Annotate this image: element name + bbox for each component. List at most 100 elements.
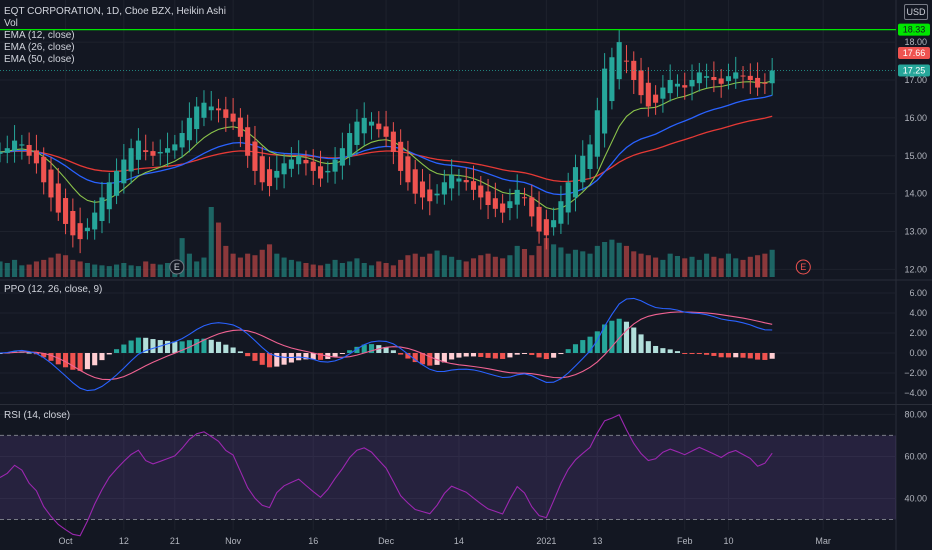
price-tick-label: 14.00 bbox=[904, 189, 927, 199]
volume-bar bbox=[143, 261, 149, 277]
candle bbox=[172, 144, 178, 151]
candle bbox=[667, 79, 673, 94]
ppo-tick-label: −2.00 bbox=[904, 368, 927, 378]
ppo-histogram-bar bbox=[252, 353, 258, 361]
volume-bar bbox=[317, 265, 324, 277]
ppo-histogram-bar bbox=[645, 341, 651, 353]
volume-bar bbox=[347, 261, 353, 277]
volume-bar bbox=[755, 255, 761, 277]
volume-bar bbox=[427, 253, 433, 277]
volume-bar bbox=[580, 251, 586, 277]
candle bbox=[704, 76, 710, 78]
candle bbox=[237, 117, 243, 137]
ppo-histogram-bar bbox=[580, 340, 586, 353]
ppo-histogram-bar bbox=[215, 341, 222, 353]
volume-bar bbox=[157, 264, 163, 277]
candle bbox=[572, 167, 579, 198]
ppo-histogram-bar bbox=[390, 350, 396, 353]
volume-bar bbox=[296, 261, 302, 277]
time-tick-label: 14 bbox=[454, 536, 464, 546]
candle bbox=[419, 181, 426, 198]
volume-bar bbox=[747, 256, 753, 277]
ppo-histogram-bar bbox=[150, 339, 156, 353]
volume-bar bbox=[740, 259, 746, 277]
candle bbox=[762, 82, 768, 84]
ppo-histogram-bar bbox=[463, 353, 469, 357]
candle bbox=[84, 227, 90, 232]
candle bbox=[478, 185, 484, 198]
price-badge-label: 17.25 bbox=[903, 66, 926, 76]
volume-bar bbox=[529, 255, 535, 277]
volume-bar bbox=[194, 261, 200, 277]
volume-bar bbox=[368, 265, 375, 277]
time-tick-label: Dec bbox=[378, 536, 395, 546]
candle bbox=[48, 169, 54, 198]
candle bbox=[317, 166, 324, 179]
price-tick-label: 16.00 bbox=[904, 113, 927, 123]
volume-bar bbox=[339, 263, 345, 277]
candle bbox=[470, 181, 477, 190]
volume-bar bbox=[77, 261, 83, 277]
ppo-histogram-bar bbox=[769, 353, 775, 359]
ppo-histogram-bar bbox=[84, 353, 90, 370]
rsi-tick-label: 40.00 bbox=[904, 493, 927, 503]
ppo-histogram-bar bbox=[740, 353, 746, 358]
currency-button[interactable]: USD bbox=[904, 4, 928, 20]
ppo-histogram-bar bbox=[99, 353, 105, 361]
ppo-histogram-bar bbox=[398, 353, 404, 355]
ppo-histogram-bar bbox=[339, 353, 345, 354]
candle bbox=[623, 60, 630, 62]
ppo-histogram-bar bbox=[92, 353, 98, 366]
time-tick-label: Nov bbox=[225, 536, 242, 546]
ppo-histogram-bar bbox=[441, 353, 447, 363]
candle bbox=[405, 156, 411, 183]
rsi-legend: RSI (14, close) bbox=[4, 410, 71, 421]
volume-bar bbox=[252, 255, 258, 277]
candle bbox=[201, 102, 207, 118]
ppo-histogram-bar bbox=[616, 318, 622, 353]
volume-bar bbox=[638, 253, 644, 277]
candle bbox=[339, 148, 345, 166]
candle bbox=[114, 170, 120, 196]
candle bbox=[266, 169, 273, 187]
price-tick-label: 13.00 bbox=[904, 227, 927, 237]
candle bbox=[718, 78, 724, 84]
ppo-histogram-bar bbox=[682, 353, 688, 354]
candle bbox=[485, 191, 491, 206]
candle bbox=[383, 126, 389, 137]
time-tick-label: 12 bbox=[119, 536, 129, 546]
volume-bar bbox=[674, 256, 681, 277]
candle bbox=[4, 148, 10, 153]
candle bbox=[347, 133, 353, 157]
volume-bar bbox=[354, 258, 360, 277]
time-tick-label: 10 bbox=[723, 536, 733, 546]
ppo-histogram-bar bbox=[558, 353, 564, 355]
ppo-histogram-bar bbox=[718, 353, 724, 358]
volume-bar bbox=[303, 263, 309, 277]
rsi-tick-label: 80.00 bbox=[904, 409, 927, 419]
rsi-tick-label: 60.00 bbox=[904, 451, 927, 461]
candle bbox=[747, 75, 753, 80]
ppo-histogram-bar bbox=[230, 347, 236, 353]
volume-bar bbox=[478, 255, 484, 277]
ppo-tick-label: 0.00 bbox=[909, 348, 927, 358]
ppo-histogram-bar bbox=[266, 353, 273, 368]
ppo-histogram-bar bbox=[405, 353, 411, 359]
volume-bar bbox=[55, 253, 61, 277]
ppo-histogram-bar bbox=[332, 353, 338, 357]
volume-bar bbox=[70, 259, 76, 277]
ppo-histogram-bar bbox=[696, 353, 702, 355]
volume-bar bbox=[398, 259, 404, 277]
ppo-histogram-bar bbox=[164, 340, 171, 353]
ppo-histogram-bar bbox=[412, 353, 418, 363]
volume-bar bbox=[718, 258, 724, 277]
candle bbox=[733, 72, 739, 79]
candle bbox=[310, 161, 316, 171]
volume-bar bbox=[434, 250, 440, 277]
earnings-marker bbox=[795, 259, 811, 275]
candle bbox=[434, 193, 440, 196]
volume-bar bbox=[164, 263, 171, 277]
ppo-histogram-bar bbox=[354, 346, 360, 353]
price-badge-label: 17.66 bbox=[903, 48, 926, 58]
